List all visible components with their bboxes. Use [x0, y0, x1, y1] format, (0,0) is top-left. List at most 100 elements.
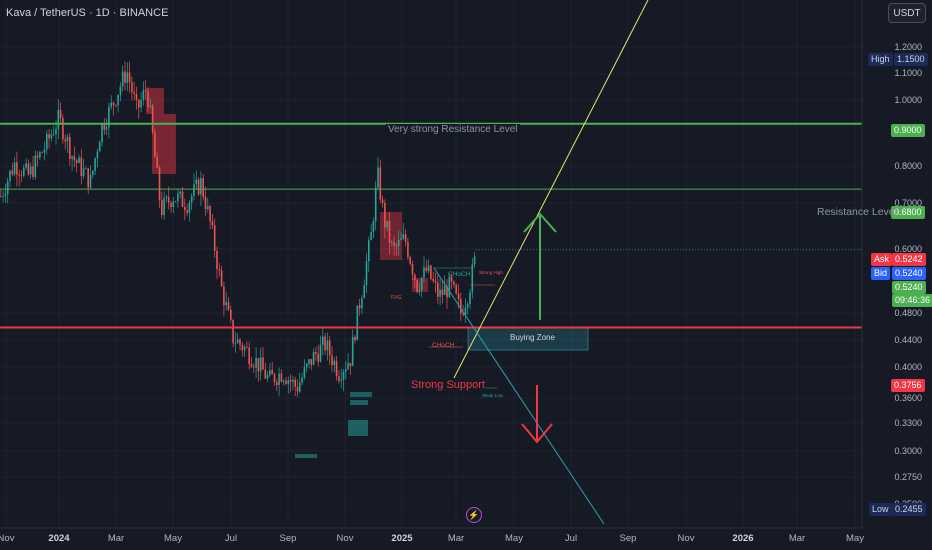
candle-body [197, 179, 200, 195]
candle-body [230, 309, 232, 320]
candle-body [234, 343, 237, 344]
candle-body [2, 195, 4, 197]
candle-body [138, 99, 140, 108]
candle-body [361, 298, 363, 309]
resistance-label[interactable]: Resistance Level [817, 206, 897, 218]
symbol-title[interactable]: Kava / TetherUS · 1D · BINANCE [6, 7, 169, 19]
strong-resistance-price-tag: 0.9000 [891, 124, 925, 137]
candle-body [241, 344, 244, 351]
strong-support-label[interactable]: Strong Support [410, 379, 486, 391]
candle-body [202, 178, 204, 197]
candle-body [0, 196, 2, 197]
candle-body [287, 380, 290, 384]
candle-body [303, 367, 306, 378]
demand-zone [350, 392, 372, 397]
candle-body [462, 313, 464, 315]
candle-body [453, 281, 455, 285]
candle-body [23, 167, 25, 176]
candle-body [351, 336, 354, 366]
candle-body [186, 210, 188, 213]
candle-body [255, 358, 257, 368]
candle-body [386, 221, 388, 228]
candle-body [446, 286, 448, 298]
candle-body [142, 90, 145, 100]
candle-body [94, 158, 96, 171]
candle-body [400, 238, 402, 240]
candle-body [62, 118, 64, 140]
price-tick: 0.8000 [894, 161, 922, 171]
candle-body [381, 199, 384, 203]
candle-body [87, 168, 89, 188]
candle-body [190, 195, 193, 203]
price-tick: 0.4000 [894, 362, 922, 372]
candle-body [209, 206, 211, 222]
candle-body [85, 168, 87, 170]
time-tick: May [164, 533, 182, 544]
candle-body [262, 357, 264, 370]
candle-body [342, 371, 345, 380]
candle-body [92, 170, 94, 176]
candle-body [430, 265, 432, 280]
candle-body [43, 149, 46, 153]
candle-body [335, 360, 338, 377]
candle-body [248, 347, 250, 365]
order-block-zones [146, 88, 589, 458]
candle-body [213, 225, 216, 251]
candle-body [80, 157, 83, 177]
candle-body [315, 352, 317, 355]
candle-body [82, 168, 85, 177]
candle-body [140, 99, 142, 108]
candle-body [466, 304, 469, 308]
candle-body [473, 256, 476, 265]
candle-body [11, 170, 14, 175]
uptrend-line [453, 0, 649, 379]
candle-body [296, 386, 299, 392]
candle-body [165, 196, 168, 199]
candle-body [324, 336, 326, 351]
very-strong-resistance-label[interactable]: Very strong Resistance Level [386, 124, 520, 135]
candle-body [41, 152, 43, 154]
candle-body [101, 123, 103, 143]
candle-body [50, 134, 53, 139]
candle-body [319, 344, 322, 362]
target-down-arrowhead [521, 423, 553, 444]
candle-body [340, 379, 342, 381]
candle-body [457, 293, 460, 300]
candle-body [423, 267, 425, 278]
price-tick: 0.7000 [894, 198, 922, 208]
candle-body [294, 379, 296, 387]
candle-body [135, 93, 138, 100]
time-tick: Jul [224, 533, 238, 544]
candle-body [223, 286, 225, 306]
candle-body [16, 162, 18, 175]
candle-body [308, 359, 310, 364]
candle-body [98, 142, 101, 152]
candle-body [391, 242, 393, 244]
candle-body [29, 166, 32, 175]
time-tick: Mar [107, 533, 125, 544]
candle-body [6, 181, 9, 194]
candle-body [112, 102, 115, 106]
high-tag-label: High [868, 53, 893, 66]
candle-body [220, 270, 223, 287]
candle-body [78, 157, 80, 163]
candle-body [455, 284, 457, 294]
candle-body [161, 200, 163, 216]
candle-body [269, 370, 271, 376]
candle-body [225, 302, 227, 306]
time-tick: May [846, 533, 864, 544]
candle-body [69, 136, 71, 159]
candle-body [156, 157, 158, 168]
countdown-tag: 09:46:36 [892, 294, 932, 307]
currency-button[interactable]: USDT [888, 3, 926, 23]
time-tick: Sep [619, 533, 637, 544]
candle-body [437, 282, 439, 297]
high-tag-value: 1.1500 [894, 53, 928, 66]
candle-body [105, 127, 108, 130]
lightning-icon[interactable]: ⚡ [466, 507, 482, 523]
candle-body [363, 285, 365, 299]
buying-zone-label: Buying Zone [510, 333, 555, 342]
candle-body [425, 267, 428, 271]
candle-body [128, 72, 131, 83]
